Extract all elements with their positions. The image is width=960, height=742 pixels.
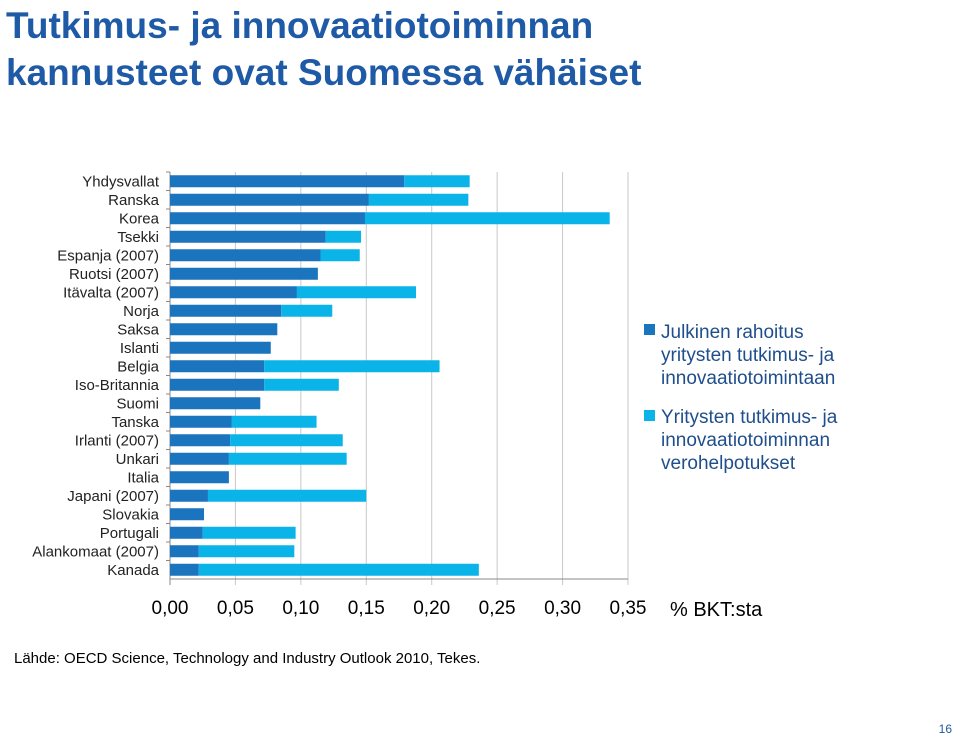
legend: Julkinen rahoitus yritysten tutkimus- ja…	[644, 322, 843, 474]
x-tick-label: 0,10	[282, 598, 319, 619]
bar-tax-incentives	[198, 545, 295, 558]
bar-tax-incentives	[264, 378, 339, 391]
bar-tax-incentives	[198, 563, 479, 576]
legend-1-line-3: innovaatiotoimintaan	[661, 368, 835, 389]
legend-swatch-tax-incentives	[644, 410, 655, 421]
bar-tax-incentives	[368, 193, 469, 206]
bar-public-funding	[170, 489, 208, 502]
page-number: 16	[938, 722, 952, 736]
bar-tax-incentives	[281, 304, 333, 317]
bar-tax-incentives	[296, 286, 417, 299]
slide-title: Tutkimus- ja innovaatiotoiminnan kannust…	[6, 2, 641, 96]
category-label: Portugali	[100, 525, 159, 542]
category-label: Irlanti (2007)	[75, 432, 159, 449]
legend-label-public-funding: Julkinen rahoitus yritysten tutkimus- ja…	[661, 322, 839, 389]
bar-public-funding	[170, 471, 229, 484]
bar-tax-incentives	[202, 526, 296, 539]
x-tick-label: 0,35	[610, 598, 647, 619]
legend-2-line-3: verohelpotukset	[661, 453, 796, 474]
category-label: Tanska	[111, 414, 159, 431]
bar-public-funding	[170, 175, 405, 188]
category-label: Slovakia	[102, 506, 159, 523]
category-label: Ruotsi (2007)	[69, 266, 159, 283]
x-tick-label: 0,05	[217, 598, 254, 619]
source-note: Lähde: OECD Science, Technology and Indu…	[14, 650, 481, 667]
x-tick-label: 0,25	[479, 598, 516, 619]
category-label: Alankomaat (2007)	[32, 543, 159, 560]
bar-tax-incentives	[325, 230, 362, 243]
category-label: Suomi	[116, 395, 159, 412]
bar-public-funding	[170, 230, 326, 243]
bar-public-funding	[170, 508, 205, 521]
category-label: Unkari	[116, 451, 159, 468]
category-label: Espanja (2007)	[57, 247, 159, 264]
x-tick-label: 0,20	[413, 598, 450, 619]
category-label: Tsekki	[117, 229, 159, 246]
bar-tax-incentives	[230, 434, 343, 447]
bar-tax-incentives	[320, 249, 360, 262]
category-label: Korea	[119, 210, 160, 227]
bar-public-funding	[170, 304, 282, 317]
bar-public-funding	[170, 341, 271, 354]
bar-public-funding	[170, 249, 321, 262]
bar-public-funding	[170, 378, 265, 391]
x-tick-label: 0,15	[348, 598, 385, 619]
legend-label-tax-incentives: Yritysten tutkimus- ja innovaatiotoiminn…	[661, 407, 843, 474]
title-line-1: Tutkimus- ja innovaatiotoiminnan	[6, 5, 594, 46]
bar-public-funding	[170, 193, 369, 206]
bar-public-funding	[170, 545, 199, 558]
bar-public-funding	[170, 360, 265, 373]
category-label: Yhdysvallat	[82, 173, 160, 190]
category-label: Ranska	[108, 192, 160, 209]
bar-tax-incentives	[231, 415, 317, 428]
chart-bars	[170, 175, 610, 576]
category-label: Itävalta (2007)	[63, 284, 159, 301]
category-label: Japani (2007)	[67, 488, 159, 505]
bar-public-funding	[170, 415, 232, 428]
bar-public-funding	[170, 563, 199, 576]
category-label: Islanti	[120, 340, 159, 357]
x-tick-labels: 0,00 0,05 0,10 0,15 0,20 0,25 0,30 0,35	[152, 598, 647, 619]
category-label: Saksa	[117, 321, 159, 338]
bar-tax-incentives	[404, 175, 470, 188]
bar-public-funding	[170, 434, 231, 447]
category-label: Italia	[127, 469, 159, 486]
chart-grid	[166, 171, 629, 585]
category-label: Norja	[123, 303, 160, 320]
category-label: Iso-Britannia	[75, 377, 160, 394]
bar-public-funding	[170, 286, 297, 299]
category-label: Kanada	[107, 562, 159, 579]
bar-tax-incentives	[228, 452, 347, 465]
legend-swatch-public-funding	[644, 324, 655, 335]
title-line-2: kannusteet ovat Suomessa vähäiset	[6, 52, 642, 93]
legend-1-line-2: yritysten tutkimus- ja	[661, 345, 835, 366]
bar-public-funding	[170, 323, 278, 336]
bar-tax-incentives	[264, 360, 440, 373]
bar-public-funding	[170, 526, 203, 539]
legend-1-line-1: Julkinen rahoitus	[661, 322, 804, 343]
bar-public-funding	[170, 267, 318, 280]
bar-tax-incentives	[364, 212, 610, 225]
legend-2-line-2: innovaatiotoiminnan	[661, 430, 830, 451]
bar-public-funding	[170, 452, 229, 465]
bar-public-funding	[170, 397, 261, 410]
category-label: Belgia	[117, 358, 159, 375]
bar-tax-incentives	[207, 489, 367, 502]
bar-public-funding	[170, 212, 365, 225]
legend-2-line-1: Yritysten tutkimus- ja	[661, 407, 838, 428]
x-tick-label: 0,30	[544, 598, 581, 619]
x-tick-label: 0,00	[152, 598, 189, 619]
x-axis-label: % BKT:sta	[670, 599, 763, 621]
